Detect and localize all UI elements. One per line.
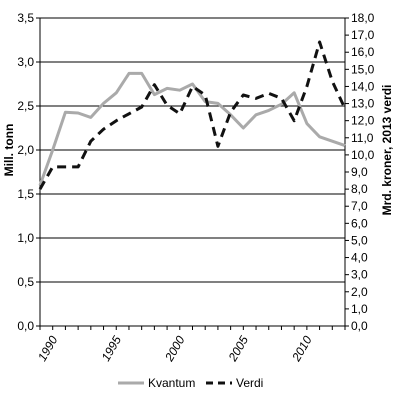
right-axis-title: Mrd. kroner, 2013 verdi [380,85,394,216]
left-tick-label: 0,5 [17,275,34,289]
right-tick-label: 6,0 [351,216,368,230]
left-axis-title: Mill. tonn [2,124,16,177]
left-tick-label: 0,0 [17,319,34,333]
x-tick-label: 1990 [35,333,61,363]
gridlines [40,17,345,327]
right-tick-label: 17,0 [351,28,375,42]
left-tick-label: 3,5 [17,11,34,25]
x-tick-label: 1995 [99,333,125,363]
right-tick-label: 18,0 [351,11,375,25]
right-tick-label: 1,0 [351,302,368,316]
right-tick-label: 13,0 [351,97,375,111]
right-tick-label: 14,0 [351,79,375,93]
right-tick-label: 16,0 [351,45,375,59]
right-tick-label: 4,0 [351,251,368,265]
left-tick-label: 2,0 [17,143,34,157]
series-line-kvantum [38,71,346,186]
x-tick-label: 2010 [289,333,315,364]
right-tick-label: 0,0 [351,319,368,333]
right-tick-label: 8,0 [351,182,368,196]
right-tick-label: 7,0 [351,199,368,213]
legend-label-kvantum: Kvantum [148,376,195,390]
right-tick-label: 5,0 [351,233,368,247]
right-tick-label: 15,0 [351,62,375,76]
right-tick-label: 3,0 [351,268,368,282]
x-tick-label: 2005 [225,333,251,364]
left-axis-ticks: 0,0 0,5 1,0 1,5 2,0 2,5 3,0 3,5 [17,11,40,333]
right-tick-label: 10,0 [351,148,375,162]
plot-frame [39,18,346,327]
left-tick-label: 3,0 [17,55,34,69]
right-tick-label: 9,0 [351,165,368,179]
left-tick-label: 2,5 [17,99,34,113]
left-tick-label: 1,0 [17,231,34,245]
right-tick-label: 12,0 [351,114,375,128]
right-tick-label: 2,0 [351,285,368,299]
series-line-verdi [38,40,347,190]
right-axis-ticks: 0,0 1,0 2,0 3,0 4,0 5,0 6,0 7,0 8,0 9,0 10,0 11,0 12… [345,11,375,333]
legend: Kvantum Verdi [118,376,263,390]
series-lines [38,40,347,190]
left-tick-label: 1,5 [17,187,34,201]
right-tick-label: 11,0 [351,131,374,145]
x-tick-label: 2000 [162,333,188,364]
legend-label-verdi: Verdi [236,376,263,390]
x-axis-ticks: 1990 1995 2000 2005 2010 [35,326,346,364]
